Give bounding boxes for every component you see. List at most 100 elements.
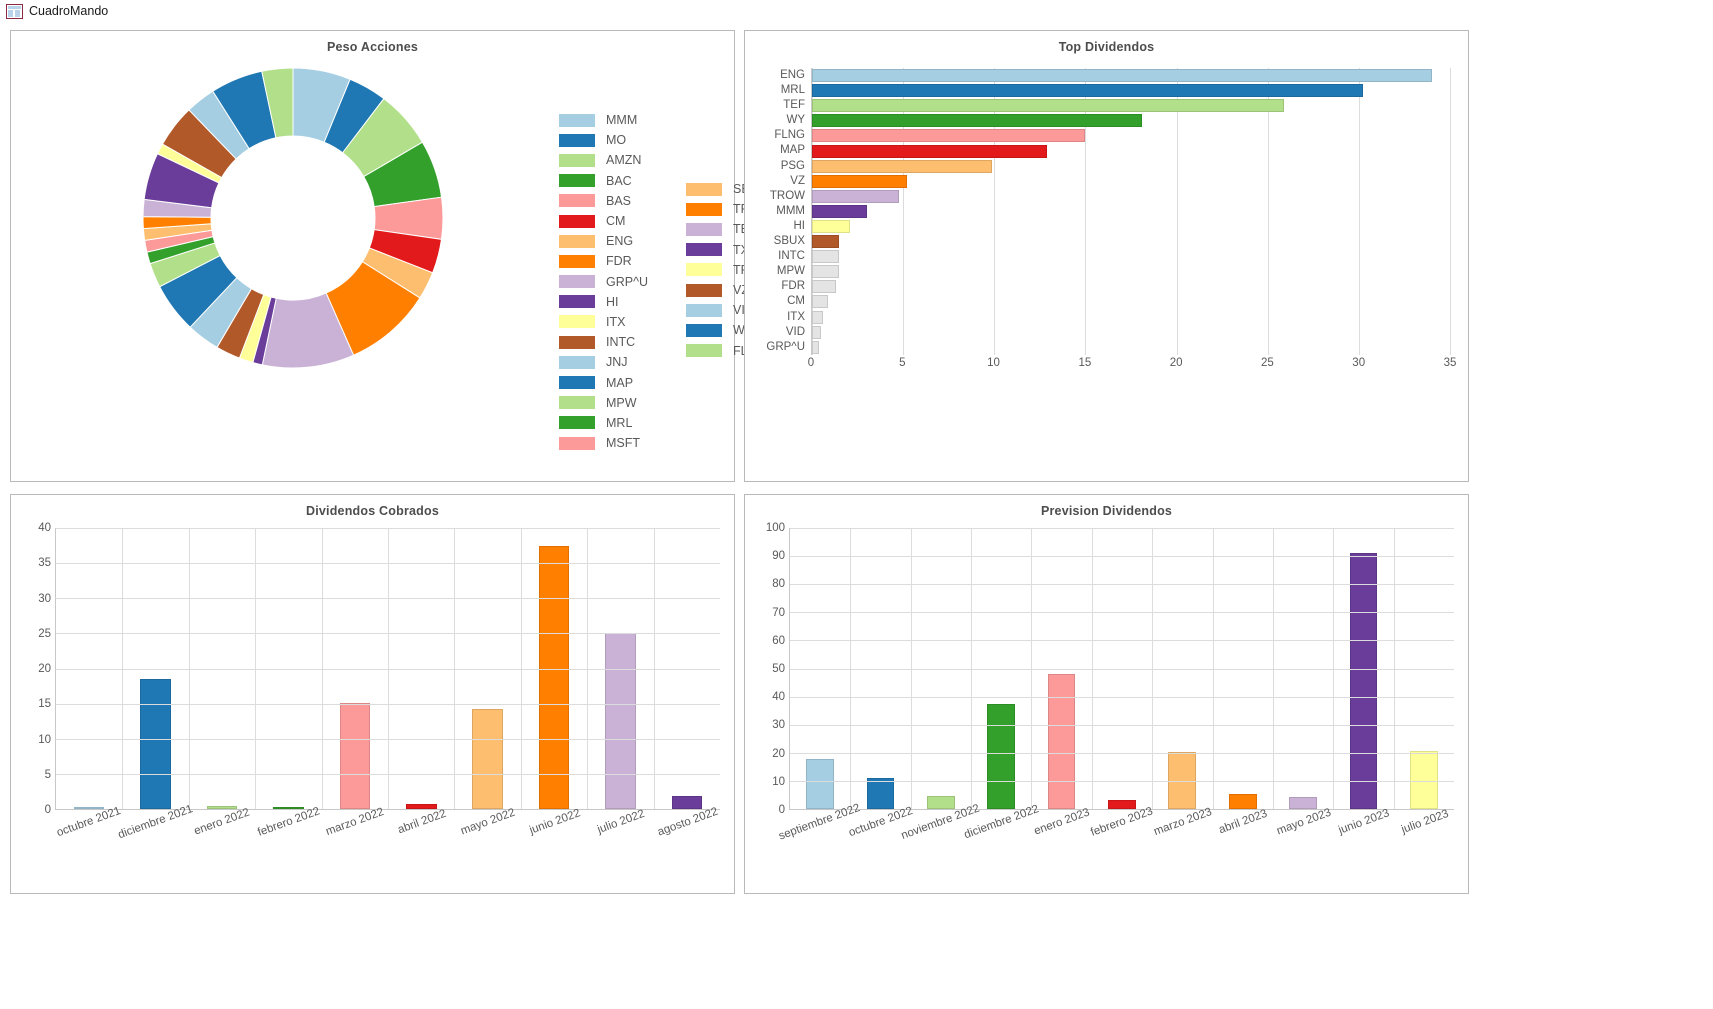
gridline (1031, 528, 1033, 809)
hbar-row[interactable] (812, 98, 1450, 113)
gridline (1393, 528, 1395, 809)
hbar-category-label: SBUX (773, 235, 805, 248)
hbar-bar[interactable] (812, 189, 900, 203)
vbar-bar[interactable] (73, 806, 105, 809)
hbar-bar[interactable] (812, 280, 836, 294)
vbar-slot (521, 528, 587, 809)
hbar-bar[interactable] (812, 174, 907, 188)
pie-legend-item[interactable]: INTC (559, 332, 648, 352)
hbar-row[interactable] (812, 310, 1450, 325)
pie-legend-item[interactable]: MPW (559, 393, 648, 413)
vbar-slot (911, 528, 971, 809)
vbar-bar[interactable] (1047, 674, 1076, 809)
hbar-bar[interactable] (812, 325, 822, 339)
vbar-bar[interactable] (206, 805, 238, 809)
hbar-row[interactable] (812, 204, 1450, 219)
hbar-bar[interactable] (812, 204, 867, 218)
hbar-bar[interactable] (812, 84, 1363, 98)
vbar-bar[interactable] (339, 702, 371, 809)
hbar-bar[interactable] (812, 250, 840, 264)
vbar-y-tick: 0 (778, 804, 785, 816)
hbar-bar[interactable] (812, 235, 840, 249)
vbar-y-tick: 5 (44, 768, 51, 781)
hbar-row[interactable] (812, 325, 1450, 340)
pie-legend-item[interactable]: HI (559, 292, 648, 312)
legend-swatch (559, 376, 595, 390)
gridline (321, 528, 323, 809)
gridline (790, 640, 1454, 642)
hbar-bar[interactable] (812, 219, 851, 233)
vbar-bar[interactable] (140, 679, 171, 809)
pie-legend-item[interactable]: AMZN (559, 150, 648, 170)
pie-legend-item[interactable]: ITX (559, 312, 648, 332)
vbar-bar[interactable] (1108, 800, 1136, 809)
vbar-bar[interactable] (806, 758, 835, 809)
pie-legend-item[interactable]: GRP^U (559, 272, 648, 292)
hbar-category-label: WY (786, 114, 805, 127)
legend-swatch (685, 283, 722, 297)
hbar-bar[interactable] (812, 114, 1142, 128)
pie-legend-item[interactable]: JNJ (559, 352, 648, 372)
gridline (587, 528, 589, 809)
gridline (1176, 68, 1178, 355)
hbar-bar[interactable] (812, 69, 1432, 83)
hbar-row[interactable] (812, 249, 1450, 264)
hbar-row[interactable] (812, 83, 1450, 98)
hbar-row[interactable] (812, 113, 1450, 128)
vbar-bar[interactable] (605, 633, 636, 809)
pie-legend-item[interactable]: MMM (559, 110, 648, 130)
hbar-row[interactable] (812, 143, 1450, 158)
hbar-bar[interactable] (812, 295, 829, 309)
hbar-row[interactable] (812, 279, 1450, 294)
hbar-row[interactable] (812, 264, 1450, 279)
vbar-bar[interactable] (1289, 796, 1317, 809)
hbar-row[interactable] (812, 159, 1450, 174)
vbar-bar[interactable] (405, 804, 437, 809)
gridline (1272, 528, 1274, 809)
vbar-x-label: agosto 2022 (655, 805, 720, 839)
legend-swatch (685, 344, 722, 358)
pie-legend-item[interactable]: MSFT (559, 433, 648, 453)
hbar-bar[interactable] (812, 159, 993, 173)
hbar-bar[interactable] (812, 310, 823, 324)
vbar-bar[interactable] (1349, 552, 1378, 809)
hbar-row[interactable] (812, 68, 1450, 83)
hbar-bar[interactable] (812, 144, 1048, 158)
vbar-bar[interactable] (927, 796, 955, 809)
vbar-bar[interactable] (273, 806, 304, 809)
gridline (454, 528, 456, 809)
pie-legend-item[interactable]: FDR (559, 251, 648, 271)
hbar-bar[interactable] (812, 99, 1285, 113)
vbar-bar[interactable] (538, 545, 570, 809)
vbar-bar[interactable] (671, 795, 703, 809)
hbar-row[interactable] (812, 340, 1450, 355)
gridline (1152, 528, 1154, 809)
hbar-bar[interactable] (812, 340, 820, 354)
pie-legend-item[interactable]: BAC (559, 171, 648, 191)
gridline (971, 528, 973, 809)
vbar-bar[interactable] (866, 777, 895, 809)
vbar-x-slot: enero 2023 (1031, 806, 1092, 870)
pie-legend-item[interactable]: MO (559, 130, 648, 150)
vbar-bar[interactable] (1168, 752, 1197, 809)
vbar-bar[interactable] (1228, 793, 1257, 809)
hbar-row[interactable] (812, 234, 1450, 249)
hbar-category-label: MMM (776, 204, 805, 217)
hbar-row[interactable] (812, 128, 1450, 143)
hbar-bar[interactable] (812, 129, 1086, 143)
pie-legend-item[interactable]: MRL (559, 413, 648, 433)
hbar-bar[interactable] (812, 265, 840, 279)
pie-legend-item[interactable]: MAP (559, 372, 648, 392)
window-titlebar: CuadroMando (0, 0, 1713, 22)
pie-legend-item[interactable]: BAS (559, 191, 648, 211)
hbar-row[interactable] (812, 219, 1450, 234)
vbar-bar[interactable] (1409, 750, 1438, 809)
hbar-row[interactable] (812, 294, 1450, 309)
pie-legend-item[interactable]: CM (559, 211, 648, 231)
vbar-bar[interactable] (472, 708, 503, 809)
legend-swatch (685, 323, 722, 337)
hbar-row[interactable] (812, 189, 1450, 204)
pie-legend-item[interactable]: ENG (559, 231, 648, 251)
hbar-row[interactable] (812, 174, 1450, 189)
vbar-bar[interactable] (987, 704, 1016, 809)
